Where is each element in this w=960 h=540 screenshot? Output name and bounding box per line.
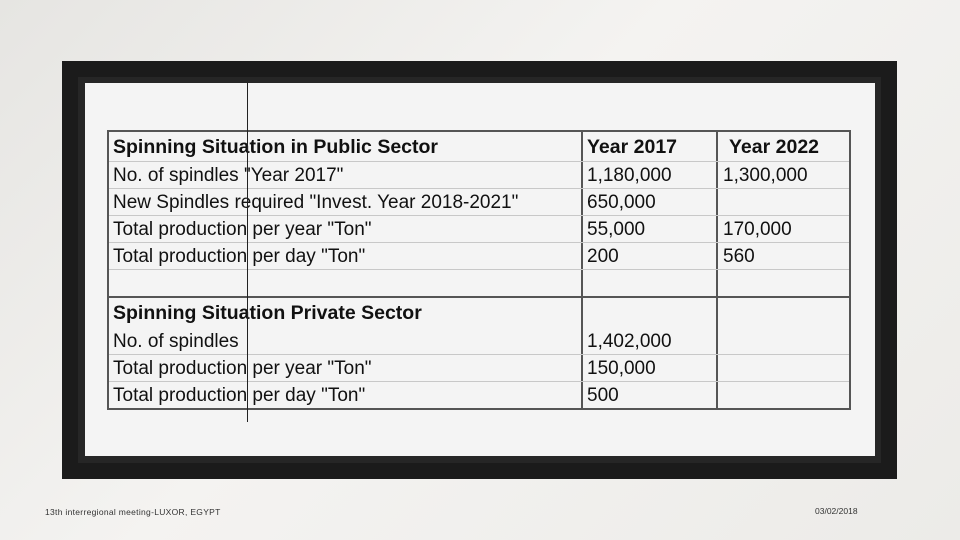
cell-value: 55,000 xyxy=(587,219,646,240)
cell-value: 500 xyxy=(587,385,619,406)
table-row: New Spindles required "Invest. Year 2018… xyxy=(109,189,849,216)
row-divider xyxy=(109,269,849,270)
row-divider xyxy=(109,215,849,216)
public-sector-title: Spinning Situation in Public Sector xyxy=(113,136,439,158)
column-header-year-2022: Year 2022 xyxy=(729,136,820,158)
table-row: No. of spindles 1,402,000 xyxy=(109,328,849,355)
table-row: No. of spindles "Year 2017" 1,180,000 1,… xyxy=(109,162,849,189)
cell-value: 560 xyxy=(723,246,755,267)
row-label: Total production per day "Ton" xyxy=(113,246,366,267)
cell-value: 1,402,000 xyxy=(587,331,672,352)
row-divider xyxy=(109,188,849,189)
row-divider xyxy=(109,161,849,162)
section-divider xyxy=(109,296,849,298)
table-row: Total production per year "Ton" 150,000 xyxy=(109,355,849,382)
table-row: Total production per year "Ton" 55,000 1… xyxy=(109,216,849,243)
cell-value: 200 xyxy=(587,246,619,267)
row-label: Total production per year "Ton" xyxy=(113,358,372,379)
private-sector-title: Spinning Situation Private Sector xyxy=(113,302,422,324)
table-row-public-header: Spinning Situation in Public Sector Year… xyxy=(109,134,849,161)
cell-value: 170,000 xyxy=(723,219,792,240)
spinning-situation-table: Spinning Situation in Public Sector Year… xyxy=(107,130,851,410)
cell-value: 650,000 xyxy=(587,192,656,213)
footer-date: 03/02/2018 xyxy=(815,506,858,516)
row-divider xyxy=(109,354,849,355)
cell-value: 1,180,000 xyxy=(587,165,672,186)
column-divider xyxy=(716,132,718,408)
row-label: No. of spindles "Year 2017" xyxy=(113,165,344,186)
text-cursor-line xyxy=(247,82,248,422)
cell-value: 150,000 xyxy=(587,358,656,379)
row-divider xyxy=(109,381,849,382)
row-label: No. of spindles xyxy=(113,331,239,352)
row-divider xyxy=(109,242,849,243)
table-row-private-header: Spinning Situation Private Sector xyxy=(109,300,849,327)
row-label: Total production per day "Ton" xyxy=(113,385,366,406)
footer-meeting-text: 13th interregional meeting-LUXOR, EGYPT xyxy=(45,507,221,517)
cell-value: 1,300,000 xyxy=(723,165,808,186)
row-label: Total production per year "Ton" xyxy=(113,219,372,240)
row-label: New Spindles required "Invest. Year 2018… xyxy=(113,192,519,213)
table-row: Total production per day "Ton" 200 560 xyxy=(109,243,849,270)
column-divider xyxy=(581,132,583,408)
column-header-year-2017: Year 2017 xyxy=(587,136,678,158)
table-row: Total production per day "Ton" 500 xyxy=(109,382,849,409)
